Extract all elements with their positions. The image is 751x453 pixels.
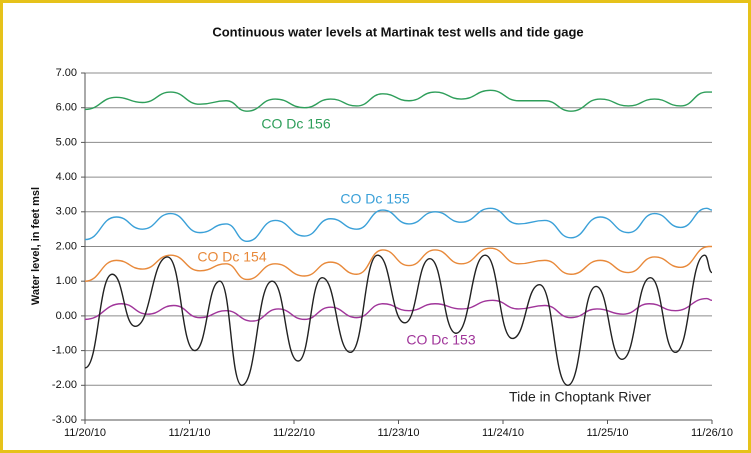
y-tick-label: 4.00 (56, 171, 77, 183)
x-tick-label: 11/20/10 (64, 427, 106, 439)
y-tick-label: -1.00 (52, 345, 77, 357)
y-tick-label: 6.00 (56, 102, 77, 114)
series-label: CO Dc 153 (406, 332, 475, 348)
y-tick-label: 1.00 (56, 275, 77, 287)
y-tick-label: 7.00 (56, 67, 77, 79)
y-tick-label: 3.00 (56, 206, 77, 218)
x-tick-label: 11/25/10 (586, 427, 628, 439)
x-tick-label: 11/24/10 (482, 427, 524, 439)
y-tick-label: 0.00 (56, 310, 77, 322)
series-label: CO Dc 154 (197, 249, 266, 265)
x-tick-label: 11/23/10 (377, 427, 419, 439)
y-tick-label: 2.00 (56, 240, 77, 252)
y-tick-label: 5.00 (56, 136, 77, 148)
chart-title: Continuous water levels at Martinak test… (212, 24, 583, 39)
x-tick-label: 11/21/10 (168, 427, 210, 439)
data-line (84, 254, 713, 387)
data-line (84, 297, 713, 322)
data-line (84, 207, 713, 242)
y-tick-label: -3.00 (52, 414, 77, 426)
data-line (84, 89, 712, 112)
y-tick-label: -2.00 (52, 379, 77, 391)
series-label: CO Dc 156 (261, 116, 330, 132)
y-axis-label: Water level, in feet msl (30, 187, 42, 305)
x-tick-label: 11/26/10 (691, 427, 733, 439)
series-label: CO Dc 155 (340, 191, 409, 207)
series-label: Tide in Choptank River (509, 389, 651, 405)
data-line (84, 245, 712, 282)
x-tick-label: 11/22/10 (273, 427, 315, 439)
